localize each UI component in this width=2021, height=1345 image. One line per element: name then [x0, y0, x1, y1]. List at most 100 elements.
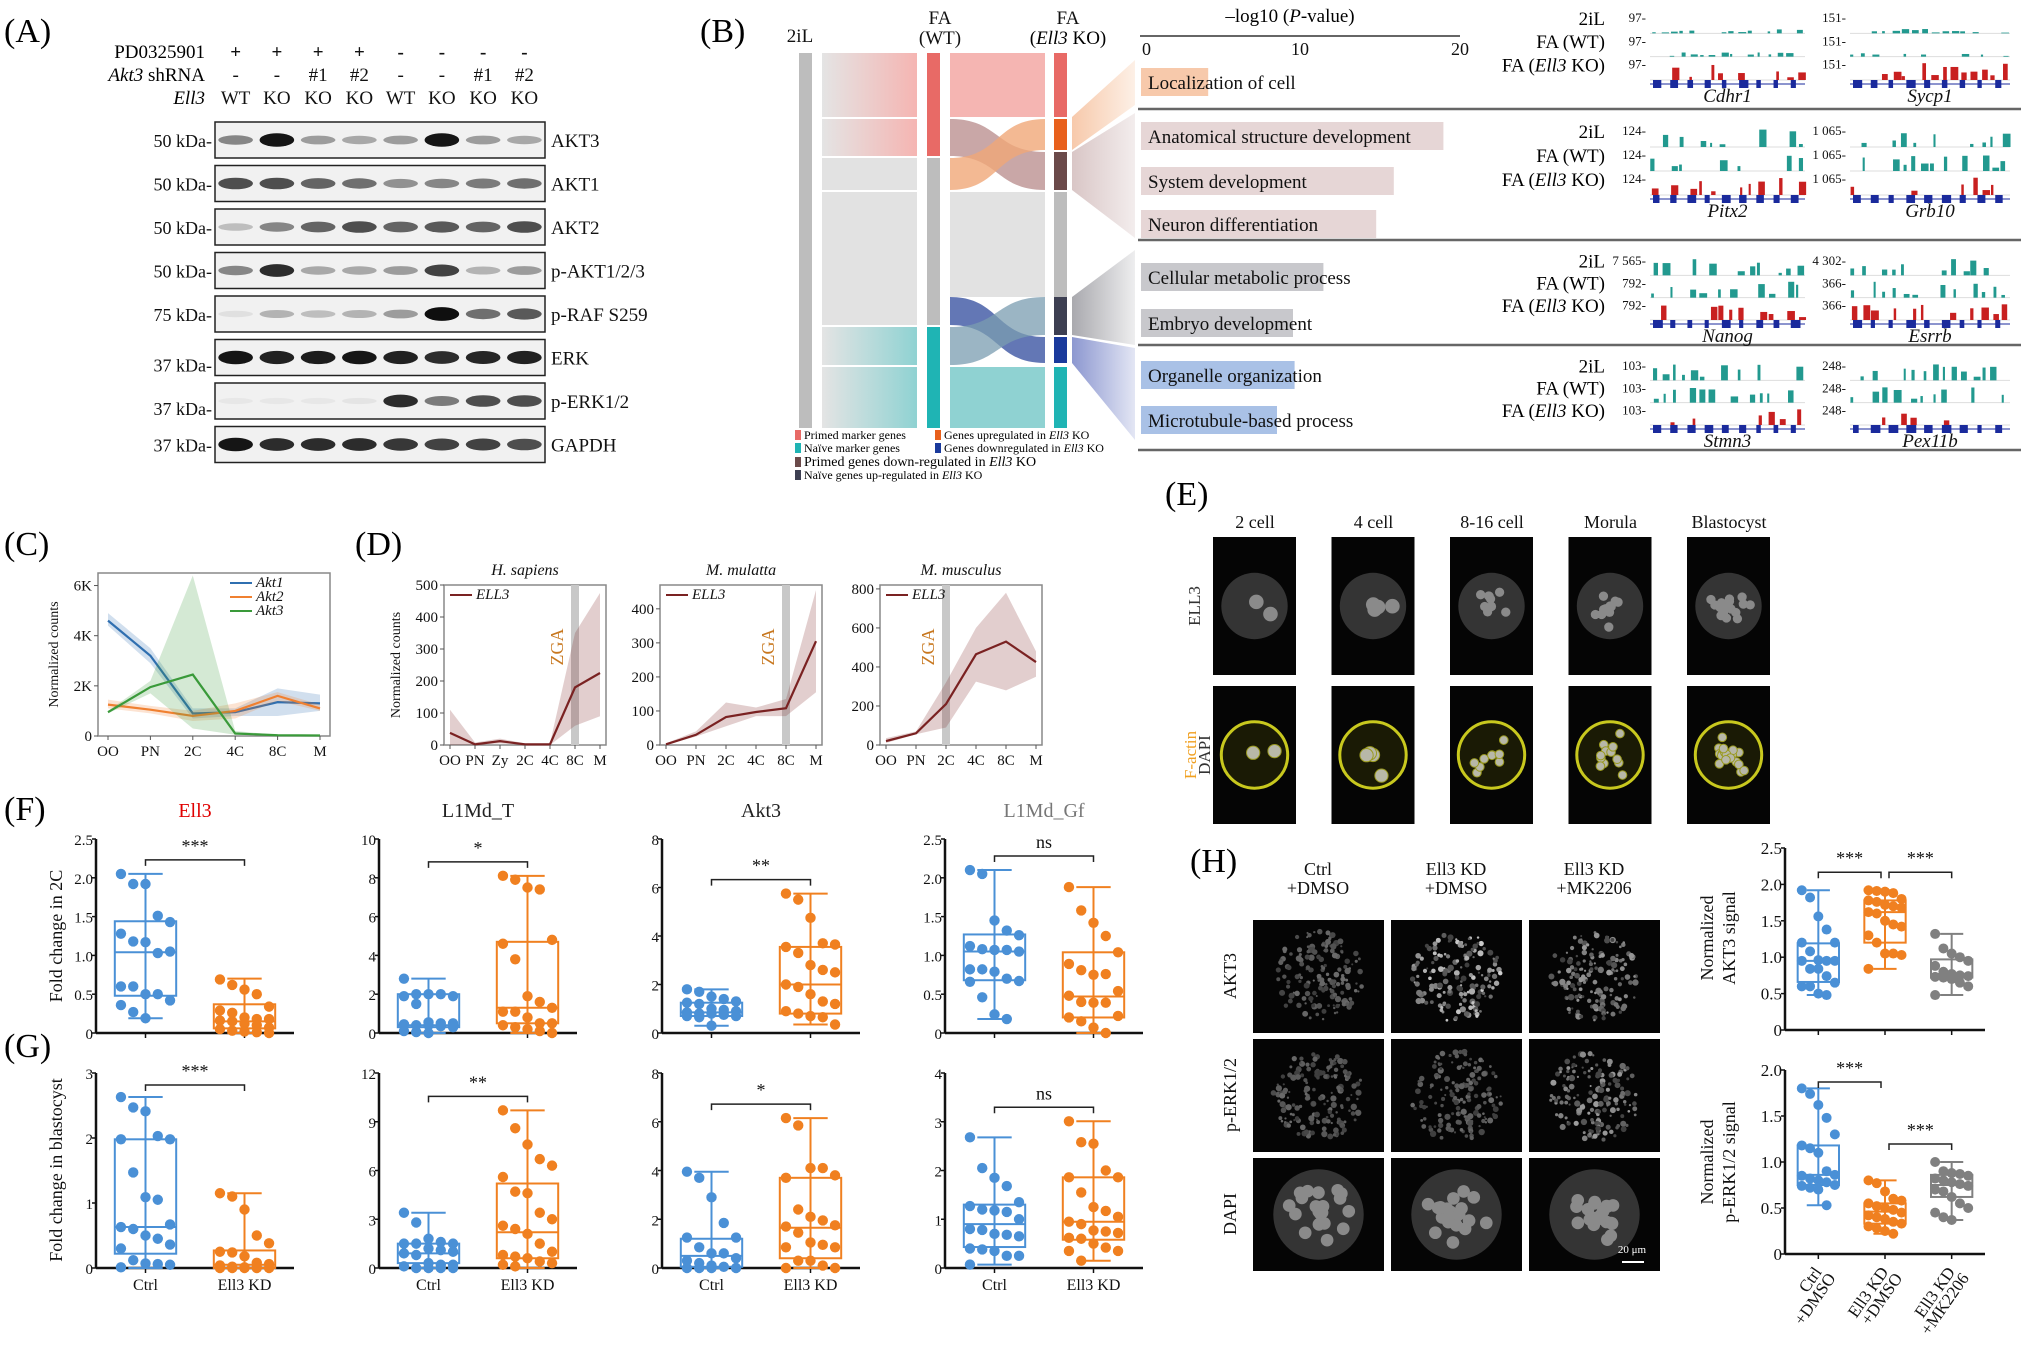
signal-dot: [1481, 1092, 1487, 1098]
data-point: [546, 1257, 558, 1269]
gene-exon: [1790, 80, 1796, 88]
data-point: [1805, 1088, 1816, 1099]
data-point: [140, 1230, 151, 1241]
track-signal: [1671, 31, 1678, 34]
signal-dot: [1610, 938, 1615, 942]
track-signal: [1682, 374, 1685, 381]
signal-dot: [1615, 953, 1619, 957]
signal-dot: [1305, 1062, 1310, 1067]
data-point: [817, 1239, 828, 1251]
signal-dot: [1623, 1103, 1627, 1106]
blot-band: [342, 266, 377, 275]
data-point: [239, 984, 250, 995]
signal-dot: [1323, 1074, 1328, 1079]
signal-dot: [1559, 957, 1566, 963]
lane-shrna-value: #2: [515, 65, 534, 86]
blot-band: [342, 221, 377, 233]
data-point: [1001, 973, 1012, 984]
signal-dot: [1345, 978, 1349, 982]
gene-exon: [1687, 80, 1694, 88]
data-point: [694, 1012, 705, 1023]
data-point: [115, 1221, 127, 1233]
signal-dot: [1295, 1074, 1301, 1080]
y-tick-label: 4: [652, 1165, 660, 1181]
nucleus: [1447, 1192, 1460, 1205]
signal-dot: [1606, 1011, 1609, 1014]
nucleus: [1263, 606, 1278, 622]
data-point: [251, 1262, 262, 1274]
gene-exon: [1888, 320, 1893, 328]
signal-dot: [1455, 959, 1460, 963]
signal-dot: [1626, 1077, 1630, 1081]
data-point: [140, 989, 151, 1000]
data-point: [164, 1219, 176, 1230]
data-point: [263, 1013, 275, 1025]
signal-dot: [1333, 1057, 1337, 1062]
track-signal: [1756, 262, 1760, 276]
signal-dot: [1348, 997, 1353, 1001]
data-point: [546, 1214, 558, 1225]
track-scale-label: 103-: [1622, 358, 1646, 373]
data-point: [706, 1192, 717, 1203]
signal-dot: [1573, 1120, 1579, 1126]
track-signal: [1911, 398, 1918, 403]
data-point: [1076, 905, 1087, 916]
data-point: [1063, 1012, 1075, 1023]
sankey-column-line: (Ell3 KO): [1030, 28, 1107, 49]
track-signal: [1661, 32, 1669, 34]
track-signal: [1700, 55, 1704, 57]
signal-dot: [1443, 952, 1447, 956]
track-signal: [1776, 29, 1782, 34]
signal-dot: [1593, 962, 1596, 965]
x-tick-label: 4C: [967, 753, 985, 769]
blot-marker-label: 50 kDa-: [154, 131, 212, 151]
iqr-box: [1061, 951, 1126, 1019]
y-tick-label: 2: [652, 1213, 660, 1229]
data-point: [447, 990, 459, 1002]
signal-dot: [1568, 1083, 1575, 1090]
blot-band: [465, 438, 501, 451]
track-signal: [1789, 131, 1797, 147]
signal-dot: [1588, 962, 1593, 967]
box-ell3-kd: [778, 888, 843, 1030]
signal-dot: [1555, 1071, 1561, 1077]
signal-dot: [1326, 1099, 1329, 1103]
blot-band: [383, 394, 418, 408]
data-point: [1963, 1180, 1974, 1191]
data-point: [1829, 1180, 1840, 1190]
nucleus: [1494, 749, 1505, 760]
data-point: [829, 939, 841, 950]
blot-band: [218, 310, 253, 318]
y-tick-label: 800: [852, 582, 875, 598]
signal-dot: [1308, 1115, 1315, 1122]
chart-legend: ELL3: [886, 587, 945, 603]
y-tick-label: 0: [652, 1262, 660, 1278]
signal-dot: [1313, 930, 1316, 934]
signal-dot: [1289, 1112, 1293, 1116]
track-signal: [1778, 272, 1782, 276]
signal-dot: [1428, 1094, 1433, 1100]
blot-protein-label: AKT2: [551, 218, 600, 239]
gene-name: Esrrb: [1907, 326, 1951, 347]
data-point: [522, 1023, 533, 1035]
x-tick-label: 8C: [777, 753, 795, 769]
blot-band: [300, 178, 336, 189]
gene-exon: [1995, 80, 2002, 88]
signal-dot: [1467, 937, 1471, 941]
data-point: [411, 1249, 422, 1261]
signal-dot: [1309, 1120, 1315, 1126]
data-point: [817, 1162, 828, 1174]
data-point: [1076, 1016, 1087, 1027]
signal-dot: [1464, 962, 1470, 968]
x-tick-label: 2C: [184, 744, 202, 760]
gene-exon: [1721, 195, 1731, 203]
signal-dot: [1287, 998, 1293, 1004]
track-signal: [1690, 54, 1698, 57]
data-point: [1088, 1138, 1099, 1149]
track-signal: [2001, 32, 2010, 34]
data-point: [1001, 1180, 1012, 1192]
y-tick-label: 6K: [74, 579, 93, 595]
